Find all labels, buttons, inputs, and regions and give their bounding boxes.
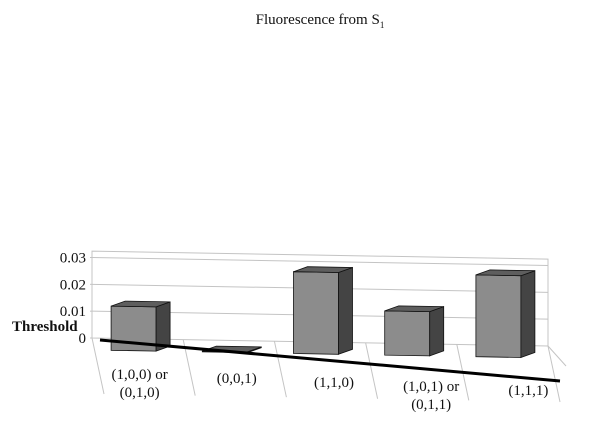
label-layer: Fluorescence from S1 Threshold 0 0.01 0.02…	[12, 12, 548, 413]
bar-side	[429, 306, 445, 357]
bar-side	[520, 270, 536, 359]
floor-separator	[365, 342, 379, 399]
x-tick-label: (1,0,0) or	[111, 367, 167, 383]
x-tick-label: (1,1,0)	[314, 375, 354, 391]
bar-top	[475, 269, 536, 277]
y-tick-label: 0.01	[60, 304, 86, 320]
bar-front	[384, 310, 431, 357]
x-tick-label: (1,0,1) or	[403, 379, 459, 395]
gridline	[91, 257, 549, 266]
y-tick-label: 0.02	[60, 277, 86, 293]
threshold-line	[99, 338, 561, 383]
bar-top	[384, 305, 444, 313]
bar-layer	[99, 266, 561, 383]
chart-title: Fluorescence from S1	[256, 12, 385, 30]
y-tick-label: 0.03	[60, 251, 86, 267]
x-tick-label: (0,1,0)	[120, 385, 160, 401]
bar-top	[110, 300, 171, 308]
x-tick-label: (0,0,1)	[217, 371, 257, 387]
x-tick-label: (0,1,1)	[411, 397, 451, 413]
chart-title-subscript: 1	[380, 20, 385, 30]
bar-front	[475, 274, 522, 358]
bar-front	[293, 271, 339, 355]
floor-right-edge	[547, 345, 567, 367]
floor-separator	[273, 341, 287, 398]
x-tick-label: (1,1,1)	[508, 383, 548, 399]
chart-title-text: Fluorescence from S	[256, 12, 380, 28]
floor-separator	[547, 345, 561, 403]
bar-top	[293, 266, 353, 273]
y-tick-label: 0	[79, 331, 87, 347]
floor-separator	[91, 337, 105, 395]
threshold-label: Threshold	[12, 319, 78, 335]
bar-side	[338, 266, 353, 355]
